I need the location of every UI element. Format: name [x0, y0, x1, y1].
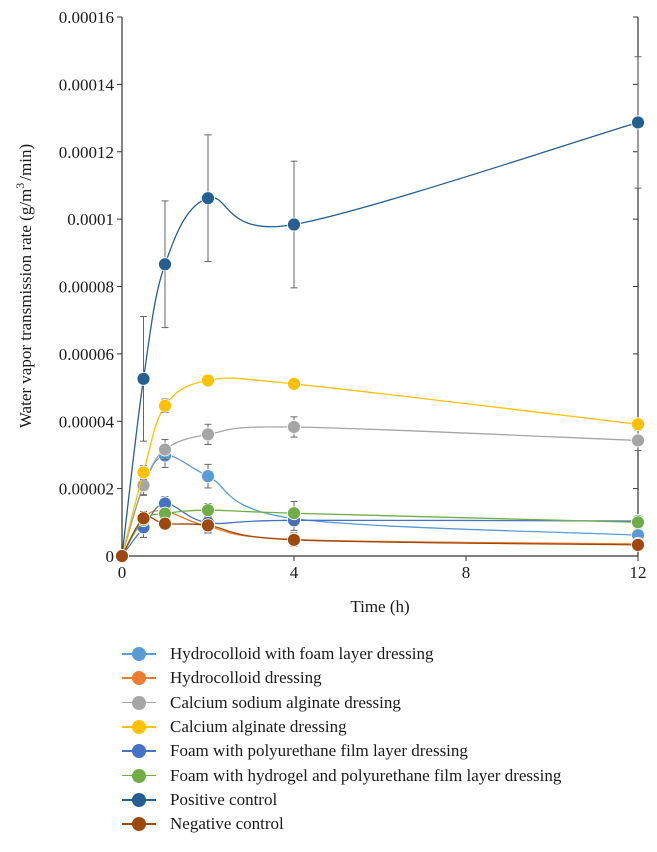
legend-swatch-marker	[132, 817, 146, 832]
data-point	[287, 506, 301, 521]
series-line	[121, 377, 639, 557]
series-group	[115, 56, 645, 563]
legend-swatch	[122, 647, 156, 662]
x-tick-label: 8	[462, 563, 471, 582]
legend-item: Foam with hydrogel and polyurethane film…	[122, 763, 561, 787]
legend-item: Foam with polyurethane film layer dressi…	[122, 739, 561, 763]
data-point	[201, 518, 215, 533]
y-tick-label: 0.00014	[59, 75, 115, 94]
data-point	[158, 257, 172, 272]
x-tick-label: 4	[290, 563, 299, 582]
x-tick-label: 0	[118, 563, 127, 582]
y-axis-label-main: Water vapor transmission rate (g/m	[16, 189, 35, 428]
data-point	[287, 420, 301, 434]
legend-swatch	[122, 695, 156, 710]
data-point	[201, 503, 215, 518]
data-point	[287, 376, 301, 391]
data-point	[201, 469, 215, 484]
legend-label: Foam with polyurethane film layer dressi…	[170, 741, 468, 761]
data-point	[631, 417, 645, 432]
data-point	[201, 373, 215, 388]
legend-swatch	[122, 744, 156, 759]
legend-item: Hydrocolloid dressing	[122, 666, 561, 690]
y-tick-label: 0.00002	[59, 480, 114, 499]
data-point	[201, 191, 215, 206]
series-line	[121, 426, 639, 557]
data-point	[631, 115, 645, 130]
series-line	[121, 121, 639, 557]
legend-swatch	[122, 792, 156, 807]
data-point	[158, 398, 172, 413]
y-tick-label: 0.00004	[59, 412, 115, 431]
legend-label: Calcium sodium alginate dressing	[170, 692, 401, 712]
legend-label: Hydrocolloid with foam layer dressing	[170, 644, 434, 664]
data-point	[136, 371, 151, 386]
chart-svg: 0 0.00002 0.00004 0.00006 0.00008 0.0001 0.000…	[13, 8, 647, 616]
series-line	[121, 510, 639, 557]
legend-item: Calcium alginate dressing	[122, 715, 561, 739]
series-group	[115, 504, 645, 563]
data-point	[115, 549, 129, 563]
data-point	[631, 515, 645, 530]
legend-swatch	[122, 671, 156, 686]
legend-swatch-marker	[132, 647, 146, 662]
y-axis-label-superscript: 3	[13, 183, 27, 189]
legend-label: Calcium alginate dressing	[170, 717, 347, 737]
legend-swatch	[122, 817, 156, 832]
y-axis-label-tail: /min)	[16, 144, 35, 181]
data-point	[631, 433, 645, 448]
legend-swatch-marker	[132, 768, 146, 783]
data-point	[136, 465, 151, 480]
legend-item: Negative control	[122, 812, 561, 836]
legend-swatch-marker	[132, 695, 146, 710]
data-point	[136, 511, 151, 526]
legend-label: Positive control	[170, 789, 278, 809]
legend-label: Negative control	[170, 814, 284, 834]
legend-item: Positive control	[122, 788, 561, 812]
legend-swatch-marker	[132, 671, 146, 686]
x-tick-label: 12	[630, 563, 647, 582]
y-tick-label: 0.00008	[59, 278, 114, 297]
y-tick-label: 0.00006	[59, 345, 114, 364]
data-point	[287, 532, 301, 547]
data-point	[158, 442, 172, 457]
legend-item: Hydrocolloid with foam layer dressing	[122, 642, 561, 666]
legend-item: Calcium sodium alginate dressing	[122, 691, 561, 715]
legend-swatch	[122, 768, 156, 783]
series-group	[115, 416, 645, 563]
series-group	[115, 511, 645, 563]
legend-swatch-marker	[132, 744, 146, 759]
legend-label: Hydrocolloid dressing	[170, 668, 322, 688]
series-line	[121, 502, 639, 557]
axes-layer: 0 0.00002 0.00004 0.00006 0.00008 0.0001 0.000…	[59, 8, 647, 582]
legend-swatch-marker	[132, 720, 146, 735]
series-group	[115, 496, 645, 563]
legend-swatch-marker	[132, 792, 146, 807]
y-tick-label: 0.00016	[59, 8, 114, 27]
legend-label: Foam with hydrogel and polyurethane film…	[170, 765, 562, 785]
data-point	[631, 537, 645, 552]
series-layer	[115, 56, 645, 563]
data-point	[201, 427, 215, 442]
y-tick-label: 0	[106, 547, 115, 566]
chart-legend: Hydrocolloid with foam layer dressing Hyd…	[122, 642, 561, 836]
legend-swatch	[122, 720, 156, 735]
data-point	[158, 516, 172, 531]
data-point	[287, 217, 301, 232]
y-tick-label: 0.0001	[67, 210, 114, 229]
series-line	[121, 516, 639, 557]
x-axis-label: Time (h)	[350, 597, 409, 616]
y-tick-label: 0.00012	[59, 143, 114, 162]
y-axis-label: Water vapor transmission rate (g/m3/min)	[13, 144, 35, 428]
